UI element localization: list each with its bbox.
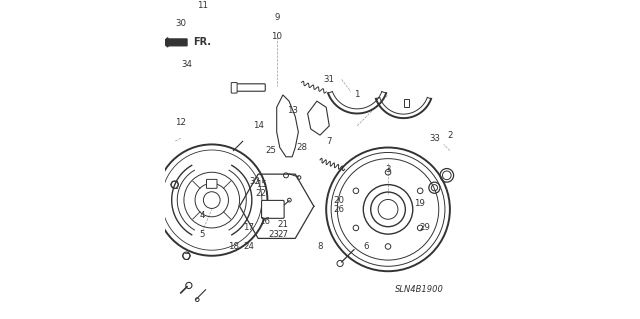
Text: 18: 18 [228, 242, 239, 251]
FancyArrow shape [163, 38, 187, 47]
Text: 22: 22 [256, 189, 267, 198]
Text: 8: 8 [317, 242, 323, 251]
FancyBboxPatch shape [231, 83, 237, 93]
Text: 7: 7 [326, 137, 332, 146]
Text: 27: 27 [277, 230, 289, 239]
Bar [403, 99, 409, 107]
Text: 25: 25 [265, 146, 276, 155]
Text: 5: 5 [200, 230, 205, 239]
Text: 31: 31 [324, 75, 335, 84]
Text: 19: 19 [413, 199, 424, 208]
Text: 14: 14 [253, 121, 264, 130]
Text: 34: 34 [182, 60, 193, 69]
Text: 9: 9 [274, 13, 280, 22]
Text: 10: 10 [271, 32, 282, 41]
Text: 28: 28 [296, 143, 307, 152]
Text: 4: 4 [200, 211, 205, 220]
Text: 13: 13 [287, 106, 298, 115]
Text: 32: 32 [250, 177, 260, 186]
Text: 20: 20 [333, 196, 344, 204]
Text: 12: 12 [175, 118, 186, 127]
Text: 33: 33 [429, 134, 440, 143]
Polygon shape [276, 95, 298, 157]
Text: 3: 3 [385, 165, 391, 174]
Text: 1: 1 [355, 91, 360, 100]
Polygon shape [308, 101, 329, 135]
Text: 29: 29 [420, 223, 431, 233]
Text: 30: 30 [175, 19, 186, 28]
Text: FR.: FR. [193, 37, 211, 47]
FancyBboxPatch shape [262, 200, 284, 218]
Text: 15: 15 [256, 180, 267, 189]
Text: 17: 17 [243, 223, 254, 233]
Text: 21: 21 [277, 220, 289, 229]
FancyBboxPatch shape [232, 84, 265, 91]
Text: 16: 16 [259, 217, 270, 226]
Text: 2: 2 [447, 131, 452, 140]
FancyBboxPatch shape [207, 179, 217, 188]
Text: 26: 26 [333, 205, 344, 214]
Text: 23: 23 [268, 230, 279, 239]
Text: 24: 24 [243, 242, 254, 251]
Text: 6: 6 [364, 242, 369, 251]
Text: 11: 11 [197, 1, 208, 10]
Text: SLN4B1900: SLN4B1900 [394, 285, 444, 294]
